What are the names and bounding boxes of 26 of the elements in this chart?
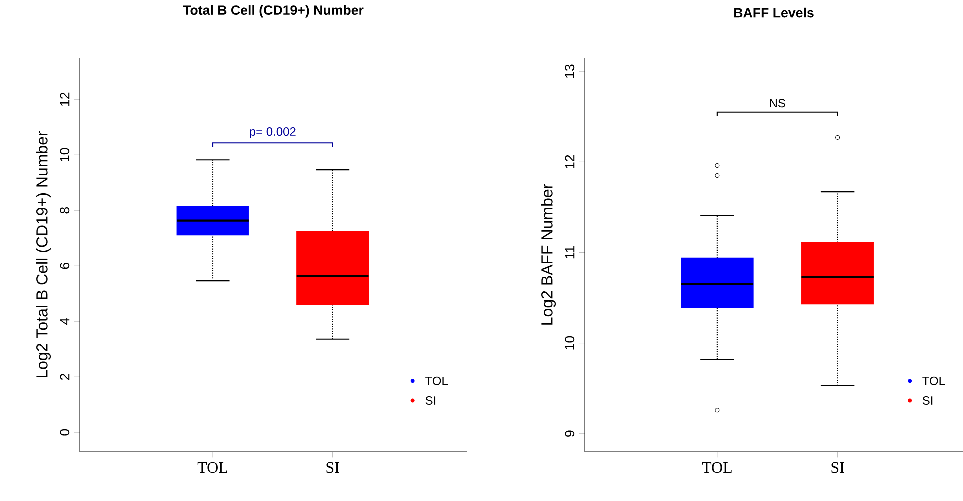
- y-tick-label: 0: [60, 429, 70, 436]
- y-tick-label: 8: [60, 207, 70, 214]
- x-tick-label: SI: [832, 462, 844, 474]
- y-tick-label: 6: [60, 262, 70, 270]
- x-tick-label: SI: [326, 462, 340, 474]
- legend-label: TOL: [922, 376, 946, 386]
- y-axis-title: Log2 Total B Cell (CD19+) Number: [36, 131, 52, 378]
- y-tick-label: 13: [565, 64, 575, 78]
- legend-label: TOL: [426, 376, 448, 386]
- chart-title: Total B Cell (CD19+) Number: [183, 5, 364, 18]
- legend-label: SI: [426, 396, 436, 406]
- y-tick-label: 2: [60, 374, 70, 380]
- y-tick-label: 12: [60, 92, 70, 106]
- chart-title: BAFF Levels: [734, 8, 814, 18]
- legend-label: SI: [922, 396, 933, 406]
- y-axis-title: Log2 BAFF Number: [541, 184, 556, 325]
- annotation: NS: [770, 99, 786, 108]
- y-tick-label: 12: [565, 155, 575, 169]
- x-tick-label: TOL: [702, 462, 732, 474]
- y-tick-label: 11: [565, 246, 575, 259]
- y-tick-label: 9: [565, 430, 575, 437]
- y-tick-label: 10: [565, 336, 575, 350]
- annotation: p= 0.002: [250, 128, 296, 138]
- y-tick-label: 4: [60, 318, 70, 325]
- x-tick-label: TOL: [198, 462, 228, 474]
- y-tick-label: 10: [60, 148, 70, 162]
